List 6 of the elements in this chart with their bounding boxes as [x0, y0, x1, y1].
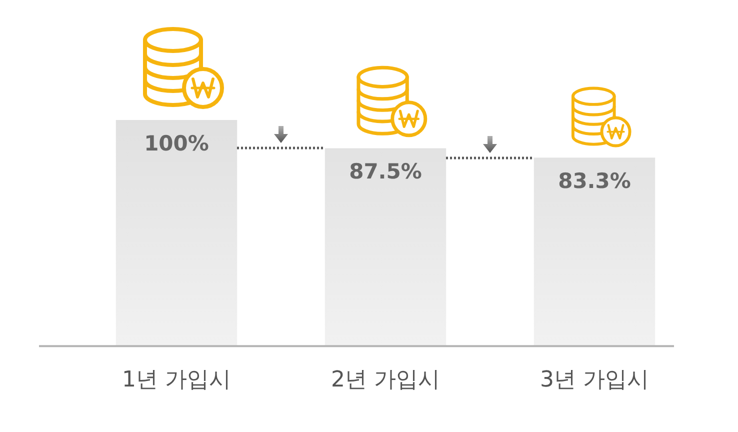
x-tick-label: 2년 가입시 — [331, 368, 440, 393]
data-label: 87.5% — [349, 160, 422, 184]
data-label: 83.3% — [558, 169, 631, 194]
x-tick-label: 3년 가입시 — [540, 368, 649, 393]
data-label: 100% — [144, 131, 209, 156]
x-tick-label: 1년 가입시 — [122, 368, 231, 393]
